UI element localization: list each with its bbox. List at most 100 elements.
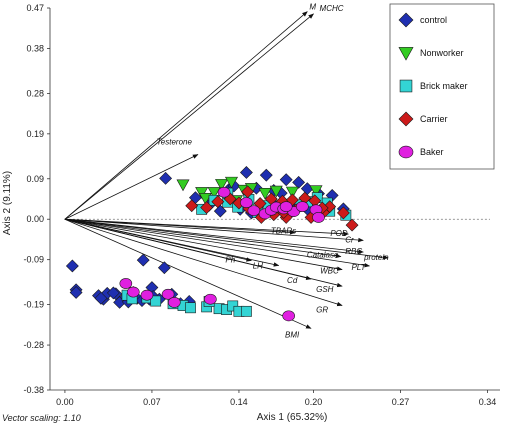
point-baker: [296, 201, 309, 213]
point-carrier: [185, 199, 199, 213]
legend-label-brick-maker: Brick maker: [420, 81, 468, 91]
y-tick-label: -0.09: [23, 255, 44, 265]
legend-marker-control: [398, 12, 414, 28]
x-tick-label: 0.34: [479, 397, 497, 407]
x-axis-title: Axis 1 (65.32%): [257, 412, 328, 423]
legend-marker-baker: [398, 145, 414, 159]
vector-m: [64, 11, 308, 220]
point-control: [69, 286, 83, 299]
axes: 0.47 0.38 0.28 0.19 0.09 0.00 -0.09 -0.19 -0.28 -…: [23, 3, 500, 407]
point-nonworker: [207, 187, 221, 199]
vector-testerone: [64, 154, 199, 220]
legend-label-carrier: Carrier: [420, 114, 448, 124]
point-layer: [65, 166, 359, 322]
point-carrier: [200, 201, 214, 214]
point-baker: [168, 296, 181, 308]
vector-label-pod: POD: [330, 229, 348, 238]
vector-scaling-note: Vector scaling: 1.10: [2, 413, 81, 423]
point-brick-maker: [241, 305, 252, 317]
y-tick-label: 0.09: [26, 174, 44, 184]
point-control: [106, 286, 120, 300]
point-nonworker: [269, 185, 283, 198]
legend-label-control: control: [420, 15, 447, 25]
point-carrier: [211, 195, 225, 209]
point-nonworker: [224, 176, 239, 189]
point-baker: [204, 293, 217, 305]
legend-marker-nonworker: [398, 47, 414, 61]
y-tick-label: -0.28: [23, 340, 44, 350]
vector-gsh: [64, 218, 343, 288]
legend-label-nonworker: Nonworker: [420, 48, 464, 58]
point-control: [94, 291, 108, 305]
point-baker: [279, 201, 293, 213]
vector-label-cd: Cd: [287, 276, 298, 285]
y-tick-label: -0.19: [23, 300, 44, 310]
legend-marker-carrier: [398, 111, 414, 127]
vector-label-catalase: Catalase: [307, 251, 339, 260]
x-tick-label: 0.20: [305, 397, 323, 407]
point-nonworker: [258, 188, 272, 200]
point-baker: [126, 286, 140, 298]
point-nonworker: [285, 186, 299, 199]
point-brick-maker: [185, 302, 196, 314]
point-control: [239, 166, 253, 179]
vector-lh: [64, 218, 280, 267]
legend-label-baker: Baker: [420, 147, 444, 157]
point-control: [65, 259, 79, 273]
x-tick-label: 0.07: [143, 397, 161, 407]
y-axis-title: Axis 2 (9.11%): [2, 171, 13, 235]
point-baker: [161, 288, 175, 300]
y-tick-label: 0.19: [26, 129, 44, 139]
point-nonworker: [215, 179, 229, 191]
point-baker: [282, 310, 295, 322]
vector-pod: [64, 218, 349, 237]
point-brick-maker: [150, 295, 162, 307]
vector-rbc: [64, 218, 364, 254]
y-tick-label: 0.00: [26, 214, 44, 224]
vector-mchc: [64, 13, 314, 220]
point-control: [213, 204, 227, 218]
vector-label-mchc: MCHC: [320, 4, 344, 13]
y-tick-label: 0.47: [26, 3, 44, 13]
vector-label-gr: GR: [316, 306, 328, 315]
vector-label-protein: protein: [363, 253, 389, 262]
point-control: [279, 173, 293, 187]
vector-wbc: [64, 218, 343, 271]
vector-label-testerone: Testerone: [157, 138, 193, 147]
vector-catalase: [64, 218, 342, 259]
point-baker: [247, 205, 261, 217]
vector-label-m: M: [309, 3, 316, 12]
point-baker: [140, 289, 154, 301]
point-nonworker: [198, 193, 212, 205]
point-baker: [217, 186, 231, 198]
y-tick-label: 0.38: [26, 43, 44, 53]
vector-bmi: [64, 218, 312, 329]
point-control: [159, 171, 173, 185]
legend-marker-brick-maker: [399, 79, 413, 93]
vector-protein: [64, 218, 389, 260]
point-nonworker: [176, 179, 190, 192]
vector-label-rbc: RBC: [345, 247, 362, 256]
vector-label-wbc: WBC: [320, 267, 339, 276]
legend: control Nonworker Brick maker Carrier Baker: [389, 3, 495, 170]
point-baker: [240, 197, 253, 208]
point-nonworker: [309, 185, 323, 198]
vector-label-plt: PLT: [351, 263, 366, 272]
y-tick-label: -0.38: [23, 385, 44, 395]
point-control: [259, 168, 273, 182]
point-control: [157, 261, 171, 275]
vector-plt: [64, 218, 371, 268]
y-tick-label: 0.28: [26, 88, 44, 98]
vector-label-ph: Ph: [225, 256, 235, 265]
vector-label-cr: Cr: [345, 235, 354, 244]
point-baker: [312, 212, 325, 223]
point-baker: [119, 278, 133, 289]
point-carrier: [345, 218, 359, 232]
vector-label-tbars: TBARs: [271, 227, 296, 236]
vector-cr: [64, 218, 364, 243]
point-control: [136, 253, 150, 267]
x-tick-label: 0.00: [56, 397, 74, 407]
x-tick-label: 0.27: [392, 397, 410, 407]
